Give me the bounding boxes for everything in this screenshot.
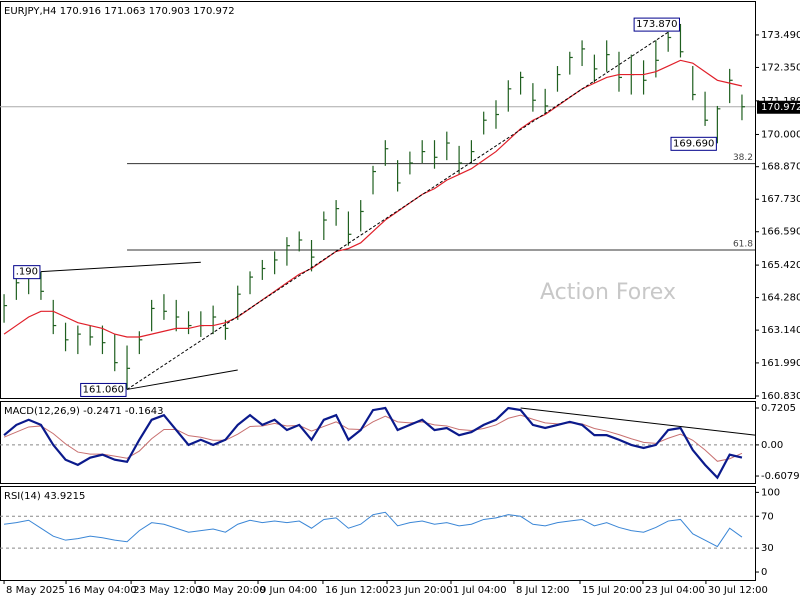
y-tick-label: 100 [761, 487, 780, 498]
x-tick-label: 16 May 04:00 [68, 585, 137, 596]
panel-title: MACD(12,26,9) -0.2471 -0.1643 [4, 406, 164, 417]
panel-title: RSI(14) 43.9215 [4, 491, 85, 502]
y-tick-label: 164.280 [761, 293, 800, 304]
y-tick-label: 161.990 [761, 358, 800, 369]
price-annotation: 173.870 [636, 19, 677, 30]
last-price-box [757, 100, 800, 114]
x-tick-label: 1 Jul 04:00 [453, 585, 507, 596]
annotation-box [633, 17, 680, 32]
annotation-box [80, 382, 127, 397]
watermark: Action Forex [540, 280, 676, 305]
y-tick-label: 163.140 [761, 325, 800, 336]
y-tick-label: 168.870 [761, 162, 800, 173]
x-tick-label: 30 Jul 12:00 [708, 585, 768, 596]
trend-line [40, 261, 201, 273]
x-tick-label: 15 Jul 20:00 [582, 585, 642, 596]
last-price-tag: 170.972 [761, 102, 800, 113]
panel-frame [0, 486, 756, 581]
panel-title: EURJPY,H4 170.916 171.063 170.903 170.97… [4, 6, 235, 17]
x-tick-label: 30 May 20:00 [197, 585, 266, 596]
x-tick-label: 23 Jun 20:00 [389, 585, 453, 596]
price-annotation: 169.690 [673, 138, 714, 149]
trend-line [126, 369, 238, 390]
trend-line [520, 407, 756, 436]
fib-label: 61.8 [733, 239, 753, 249]
y-tick-label: 0 [761, 567, 767, 578]
annotation-box [670, 136, 717, 151]
rsi-line [3, 511, 743, 548]
x-tick-label: 23 Jul 04:00 [645, 585, 705, 596]
x-tick-label: 8 May 2025 [6, 585, 65, 596]
moving-average [3, 59, 743, 338]
annotation-box [13, 265, 41, 280]
x-tick-label: 8 Jul 12:00 [516, 585, 570, 596]
signal-line [3, 414, 743, 462]
x-tick-label: 23 May 12:00 [133, 585, 202, 596]
y-tick-label: 0.7205 [761, 403, 796, 414]
y-tick-label: 30 [761, 543, 774, 554]
macd-line [3, 406, 743, 480]
y-tick-label: 165.420 [761, 260, 800, 271]
y-tick-label: 70 [761, 511, 774, 522]
y-tick-label: -0.6079 [761, 471, 800, 482]
y-tick-label: 170.000 [761, 129, 800, 140]
y-tick-label: 0.00 [761, 440, 783, 451]
y-tick-label: 172.350 [761, 62, 800, 73]
y-tick-label: 173.490 [761, 30, 800, 41]
trend-line [126, 23, 681, 390]
x-tick-label: 9 Jun 04:00 [260, 585, 317, 596]
panel-frame [0, 1, 756, 399]
price-annotation: 161.060 [83, 384, 124, 395]
panel-frame [0, 401, 756, 484]
y-tick-label: 160.830 [761, 391, 800, 402]
y-tick-label: 166.590 [761, 227, 800, 238]
fib-label: 38.2 [733, 153, 753, 163]
y-tick-label: 167.730 [761, 194, 800, 205]
x-tick-label: 16 Jun 12:00 [325, 585, 389, 596]
price-annotation: .190 [16, 267, 38, 278]
